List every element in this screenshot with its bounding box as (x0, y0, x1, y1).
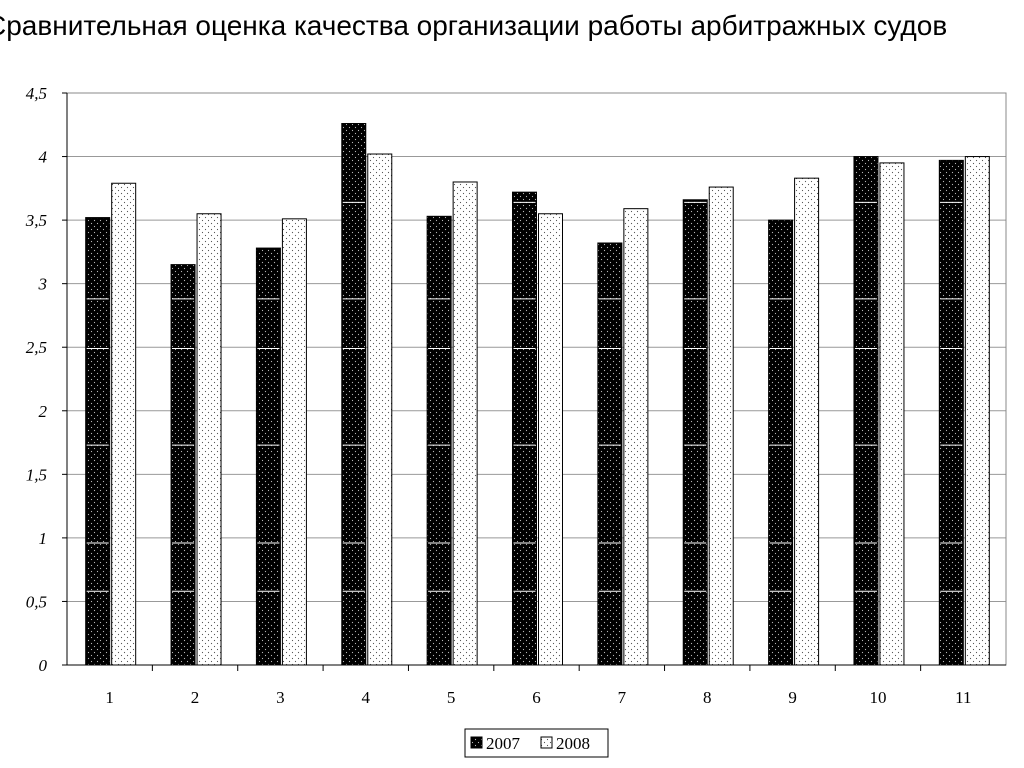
x-tick-label: 9 (788, 688, 797, 707)
x-tick-label: 5 (447, 688, 456, 707)
bar-2007-4 (341, 123, 367, 666)
axes (62, 92, 1007, 671)
x-tick-label: 4 (362, 688, 371, 707)
legend-box (464, 728, 609, 758)
bar-2008-8 (708, 186, 734, 666)
bar-2008-1 (111, 182, 137, 666)
bar-2007-5 (426, 215, 452, 666)
bar-2008-2 (196, 213, 222, 666)
bar-2007-6 (512, 191, 537, 666)
x-tick-label: 7 (618, 688, 627, 707)
chart-title-text: Сравнительная оценка качества организаци… (0, 10, 948, 41)
y-tick-label: 0 (39, 656, 48, 675)
bar-2007-1 (85, 217, 111, 666)
x-tick-label: 1 (105, 688, 114, 707)
y-tick-label: 1 (39, 529, 48, 548)
bar-2007-7 (597, 242, 623, 666)
bar-2008-10 (879, 162, 905, 666)
x-tick-label: 6 (532, 688, 541, 707)
bar-2008-4 (367, 153, 393, 666)
bar-2008-5 (452, 181, 478, 666)
y-tick-label: 2 (39, 402, 48, 421)
bar-2007-9 (768, 219, 794, 666)
x-tick-label: 11 (955, 688, 971, 707)
legend: 2007 2008 (464, 728, 609, 758)
bars (85, 123, 990, 666)
legend-swatch-2008 (540, 736, 553, 749)
legend-label-2007: 2007 (486, 734, 521, 753)
y-tick-label: 4 (39, 148, 48, 167)
bar-2008-9 (794, 177, 820, 666)
x-tick-label: 2 (191, 688, 200, 707)
bar-2008-3 (281, 218, 307, 666)
y-tick-label: 0,5 (26, 592, 47, 611)
bar-2007-11 (938, 159, 964, 666)
tick-labels: 0 0,5 1 1,5 2 2,5 3 3,5 4 4,5 1 2 3 4 5 6 7 8 9 10 11 (25, 84, 972, 707)
x-tick-label: 3 (276, 688, 285, 707)
bar-2007-3 (255, 247, 281, 666)
bar-2007-2 (170, 264, 196, 666)
y-tick-label: 4,5 (26, 84, 47, 103)
bar-2007-8 (682, 199, 708, 666)
x-tick-label: 10 (869, 688, 886, 707)
chart-title: Сравнительная оценка качества организаци… (0, 4, 1024, 48)
y-tick-label: 3 (38, 275, 48, 294)
bar-2007-10 (853, 156, 879, 666)
legend-swatch-2007 (470, 736, 483, 749)
y-tick-label: 1,5 (26, 465, 47, 484)
y-tick-label: 2,5 (26, 338, 47, 357)
bar-2008-7 (623, 208, 649, 666)
legend-label-2008: 2008 (556, 734, 590, 753)
x-tick-label: 8 (703, 688, 712, 707)
y-tick-label: 3,5 (25, 211, 47, 230)
bar-2008-6 (538, 213, 563, 666)
bar-2008-11 (964, 156, 990, 666)
